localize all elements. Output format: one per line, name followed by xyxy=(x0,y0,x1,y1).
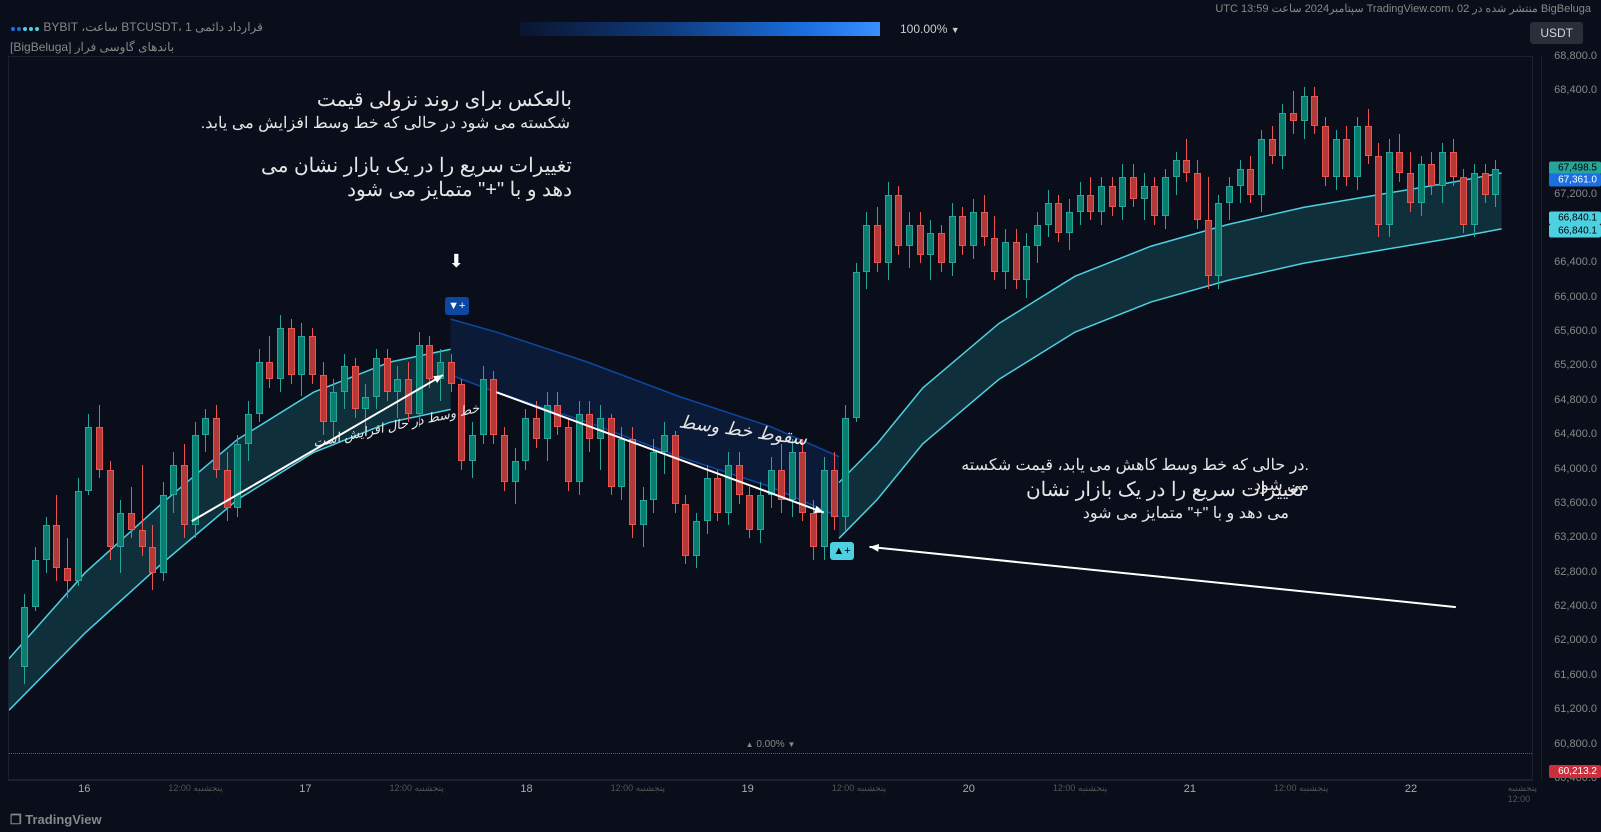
tradingview-logo: ❒ TradingView xyxy=(10,812,102,828)
y-tick: 63,600.0 xyxy=(1554,497,1597,509)
y-tick: 62,400.0 xyxy=(1554,600,1597,612)
x-axis: 16 پنجشنبه 12:00 17 پنجشنبه 12:00 18 پنجشنبه … xyxy=(8,780,1533,808)
y-tick: 61,200.0 xyxy=(1554,703,1597,715)
y-tick: 61,600.0 xyxy=(1554,669,1597,681)
y-tick: 62,800.0 xyxy=(1554,566,1597,578)
x-tick: 22 xyxy=(1405,783,1417,795)
progress-bar xyxy=(520,22,880,36)
price-badge: 66,840.1 xyxy=(1549,225,1601,238)
x-tick: 20 xyxy=(963,783,975,795)
x-tick: 19 xyxy=(742,783,754,795)
y-tick: 68,400.0 xyxy=(1554,84,1597,96)
x-tick-minor: پنجشنبه 12:00 xyxy=(1274,783,1328,794)
annotation-title-1: بالعکس برای روند نزولی قیمت xyxy=(317,87,572,112)
y-tick: 60,800.0 xyxy=(1554,738,1597,750)
price-chart[interactable]: ▼+ ▲+ ⬇ بالعکس برای روند نزولی قیمت شکست… xyxy=(8,56,1533,780)
pointer-arrow-icon: ⬇ xyxy=(449,251,464,272)
y-tick: 64,800.0 xyxy=(1554,394,1597,406)
annotation-title-2b: دهد و با "+" متمایز می شود xyxy=(347,177,572,202)
y-tick: 66,400.0 xyxy=(1554,256,1597,268)
annotation-sub-1: شکسته می شود در حالی که خط وسط افزایش می… xyxy=(201,113,570,133)
volume-badge: 60,213.2 xyxy=(1549,765,1601,778)
down-signal-marker: ▼+ xyxy=(445,297,469,315)
up-signal-marker: ▲+ xyxy=(830,542,854,560)
currency-button[interactable]: USDT xyxy=(1530,22,1583,44)
publish-info: BigBeluga منتشر شده در TradingView.com، … xyxy=(0,0,1601,18)
price-badge: 66,840.1 xyxy=(1549,211,1601,224)
x-tick-minor: پنجشنبه 12:00 xyxy=(832,783,886,794)
y-tick: 63,200.0 xyxy=(1554,531,1597,543)
annotation-title-2a: تغییرات سریع را در یک بازار نشان می xyxy=(261,153,572,178)
x-tick-minor: پنجشنبه 12:00 xyxy=(1053,783,1107,794)
ohlc-dots xyxy=(10,20,40,34)
alert-line xyxy=(9,753,1532,754)
annotation-title-3b: می دهد و با "+" متمایز می شود xyxy=(959,503,1289,523)
indicator-line: باندهای گاوسی فرار [BigBeluga] xyxy=(10,40,174,54)
price-badge: 67,361.0 xyxy=(1549,173,1601,186)
annotation-title-3a: تغییرات سریع را در یک بازار نشان xyxy=(944,477,1304,502)
x-tick-minor: پنجشنبه 12:00 xyxy=(390,783,444,794)
x-tick-minor: پنجشنبه 12:00 xyxy=(1508,783,1537,804)
y-tick: 68,800.0 xyxy=(1554,50,1597,62)
y-tick: 66,000.0 xyxy=(1554,291,1597,303)
x-tick: 16 xyxy=(78,783,90,795)
x-tick-minor: پنجشنبه 12:00 xyxy=(611,783,665,794)
x-tick: 21 xyxy=(1184,783,1196,795)
x-tick-minor: پنجشنبه 12:00 xyxy=(168,783,222,794)
progress-pct: 100.00% ▼ xyxy=(900,22,960,36)
y-tick: 67,200.0 xyxy=(1554,188,1597,200)
y-axis: 68,800.068,400.067,200.066,400.066,000.0… xyxy=(1541,56,1601,780)
y-tick: 65,200.0 xyxy=(1554,359,1597,371)
x-tick: 18 xyxy=(520,783,532,795)
y-tick: 64,000.0 xyxy=(1554,463,1597,475)
volume-pct-label: ▲ 0.00% ▼ xyxy=(746,739,796,750)
y-tick: 62,000.0 xyxy=(1554,634,1597,646)
symbol-line: قرارداد دائمی BTCUSDT، 1 ساعت، BYBIT xyxy=(10,20,263,34)
x-tick: 17 xyxy=(299,783,311,795)
gaussian-bands xyxy=(9,57,1532,779)
y-tick: 64,400.0 xyxy=(1554,428,1597,440)
y-tick: 65,600.0 xyxy=(1554,325,1597,337)
